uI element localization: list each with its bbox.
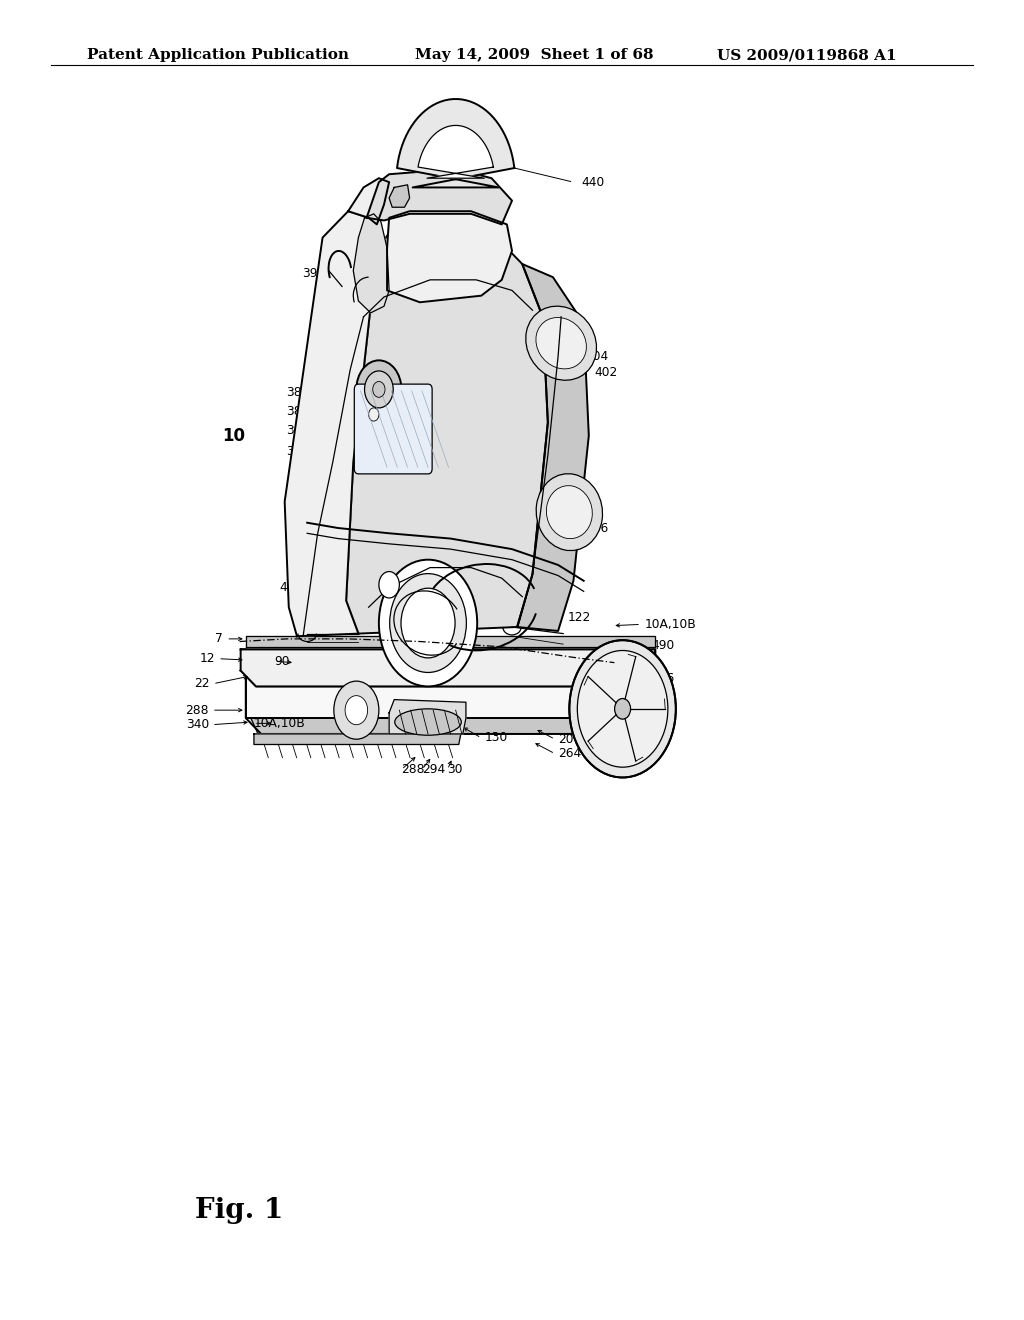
Polygon shape <box>246 636 655 647</box>
Circle shape <box>373 381 385 397</box>
Text: 382: 382 <box>286 445 309 458</box>
Text: 74: 74 <box>308 601 324 614</box>
Text: 264: 264 <box>558 747 582 760</box>
Circle shape <box>578 651 668 767</box>
Polygon shape <box>389 700 466 734</box>
Text: 7: 7 <box>659 688 668 701</box>
Polygon shape <box>387 211 512 302</box>
Polygon shape <box>246 649 655 718</box>
Text: 388: 388 <box>286 424 309 437</box>
Circle shape <box>401 589 455 657</box>
Ellipse shape <box>394 709 461 735</box>
Text: 10A,10B: 10A,10B <box>645 618 697 631</box>
Text: US 2009/0119868 A1: US 2009/0119868 A1 <box>717 49 896 62</box>
Text: 26: 26 <box>635 657 650 671</box>
Ellipse shape <box>525 306 597 380</box>
FancyBboxPatch shape <box>354 384 432 474</box>
Text: 22: 22 <box>195 677 210 690</box>
Text: 70: 70 <box>627 640 642 653</box>
Polygon shape <box>367 169 512 224</box>
Text: 404: 404 <box>586 350 609 363</box>
Circle shape <box>365 403 383 426</box>
Circle shape <box>345 696 368 725</box>
Text: 386: 386 <box>286 405 309 418</box>
Ellipse shape <box>536 318 587 368</box>
Polygon shape <box>241 649 650 686</box>
Ellipse shape <box>537 474 602 550</box>
Ellipse shape <box>547 486 592 539</box>
Text: 384: 384 <box>286 385 309 399</box>
Polygon shape <box>346 211 548 634</box>
Polygon shape <box>246 649 655 734</box>
Circle shape <box>614 698 631 719</box>
Text: 370: 370 <box>522 426 546 440</box>
Text: 288: 288 <box>401 763 425 776</box>
Circle shape <box>369 408 379 421</box>
Text: 460: 460 <box>401 205 425 218</box>
Polygon shape <box>251 718 653 734</box>
Text: 402: 402 <box>594 366 617 379</box>
Text: 130: 130 <box>484 731 508 744</box>
Circle shape <box>356 360 401 418</box>
Polygon shape <box>418 125 494 178</box>
Text: Fig. 1: Fig. 1 <box>195 1197 283 1224</box>
Circle shape <box>569 640 676 777</box>
Circle shape <box>365 371 393 408</box>
Polygon shape <box>389 185 410 207</box>
Text: Patent Application Publication: Patent Application Publication <box>87 49 349 62</box>
Polygon shape <box>254 734 461 744</box>
Text: 475: 475 <box>522 558 546 572</box>
Polygon shape <box>517 264 589 631</box>
Polygon shape <box>241 671 650 686</box>
Text: 10: 10 <box>222 426 245 445</box>
Polygon shape <box>241 649 635 671</box>
Text: 20: 20 <box>558 733 573 746</box>
Text: 394: 394 <box>294 499 317 512</box>
Text: 372: 372 <box>528 591 552 605</box>
Text: 122: 122 <box>567 611 591 624</box>
Text: 394: 394 <box>302 267 326 280</box>
Text: 480: 480 <box>280 581 303 594</box>
Circle shape <box>334 681 379 739</box>
Text: 476: 476 <box>294 520 317 533</box>
Circle shape <box>379 560 477 686</box>
Text: 170: 170 <box>539 573 562 586</box>
Text: 7: 7 <box>215 632 223 645</box>
Polygon shape <box>397 99 514 187</box>
Text: 10A,10B: 10A,10B <box>254 717 306 730</box>
Text: 106: 106 <box>274 635 298 648</box>
Polygon shape <box>285 211 377 636</box>
Text: 30: 30 <box>447 763 463 776</box>
Text: 14: 14 <box>561 444 577 457</box>
Text: 12: 12 <box>200 652 215 665</box>
Text: May 14, 2009  Sheet 1 of 68: May 14, 2009 Sheet 1 of 68 <box>415 49 653 62</box>
Polygon shape <box>353 214 389 313</box>
Circle shape <box>379 572 399 598</box>
Text: 294: 294 <box>422 763 445 776</box>
Text: 288: 288 <box>185 704 209 717</box>
Text: 90: 90 <box>274 655 290 668</box>
Text: 340: 340 <box>185 718 209 731</box>
Circle shape <box>390 574 466 672</box>
Text: 496: 496 <box>651 672 675 685</box>
Text: 490: 490 <box>651 639 675 652</box>
Text: 406: 406 <box>586 521 609 535</box>
Polygon shape <box>348 178 389 224</box>
Text: 440: 440 <box>582 176 605 189</box>
